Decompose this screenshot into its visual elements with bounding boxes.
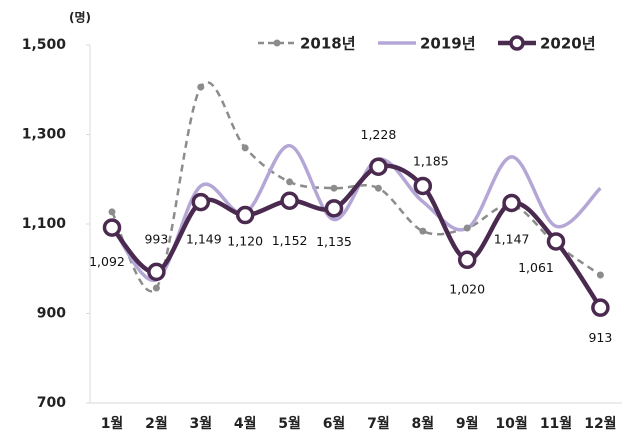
- value-label: 1,120: [227, 234, 263, 249]
- value-label: 1,185: [413, 153, 449, 168]
- legend-marker: [273, 39, 281, 47]
- value-label: 1,152: [272, 233, 308, 248]
- x-tick-label: 10월: [495, 415, 527, 432]
- value-label: 1,228: [361, 127, 397, 142]
- value-label: 1,092: [89, 254, 125, 269]
- y-tick-label: 900: [37, 306, 66, 322]
- point: [419, 227, 427, 235]
- point: [241, 144, 249, 152]
- point: [463, 224, 471, 232]
- point: [286, 178, 294, 186]
- series-line: [110, 143, 602, 283]
- point: [235, 205, 255, 225]
- y-tick-label: 1,300: [22, 127, 67, 143]
- point: [324, 199, 344, 218]
- x-tick-label: 12월: [584, 415, 616, 432]
- point: [280, 191, 299, 210]
- point: [546, 232, 566, 251]
- point: [413, 176, 433, 196]
- legend-label: 2018년: [300, 35, 356, 53]
- x-tick-label: 8월: [411, 415, 434, 432]
- value-label: 1,135: [316, 234, 352, 249]
- unit-label: (명): [69, 11, 91, 25]
- x-tick-label: 4월: [234, 415, 257, 432]
- point: [102, 218, 122, 237]
- legend-marker: [509, 35, 525, 51]
- x-tick-label: 2월: [145, 415, 168, 432]
- value-label: 913: [588, 330, 612, 345]
- value-label: 1,061: [518, 260, 554, 275]
- point: [108, 208, 116, 216]
- point: [330, 184, 338, 192]
- legend-label: 2019년: [420, 35, 476, 53]
- x-tick-label: 6월: [323, 415, 346, 432]
- point: [591, 298, 610, 317]
- value-label: 1,020: [449, 281, 485, 296]
- x-tick-label: 3월: [189, 415, 212, 432]
- x-tick-label: 11월: [540, 415, 572, 432]
- x-tick-label: 1월: [101, 415, 124, 432]
- point: [457, 250, 477, 270]
- point: [147, 262, 166, 282]
- x-tick-label: 5월: [278, 415, 301, 432]
- x-tick-label: 9월: [456, 415, 479, 432]
- y-tick-label: 1,500: [22, 37, 67, 53]
- point: [596, 271, 604, 279]
- point: [369, 157, 388, 176]
- x-tick-label: 7월: [367, 415, 390, 432]
- point: [152, 284, 160, 292]
- point: [502, 193, 521, 213]
- value-label: 1,149: [186, 232, 222, 247]
- point: [191, 192, 211, 212]
- value-label: 993: [144, 231, 168, 246]
- y-tick-label: 700: [37, 395, 66, 411]
- point: [374, 184, 382, 192]
- value-label: 1,147: [494, 231, 530, 246]
- point: [197, 83, 205, 91]
- legend-label: 2020년: [540, 35, 596, 53]
- y-tick-label: 1,100: [22, 216, 67, 232]
